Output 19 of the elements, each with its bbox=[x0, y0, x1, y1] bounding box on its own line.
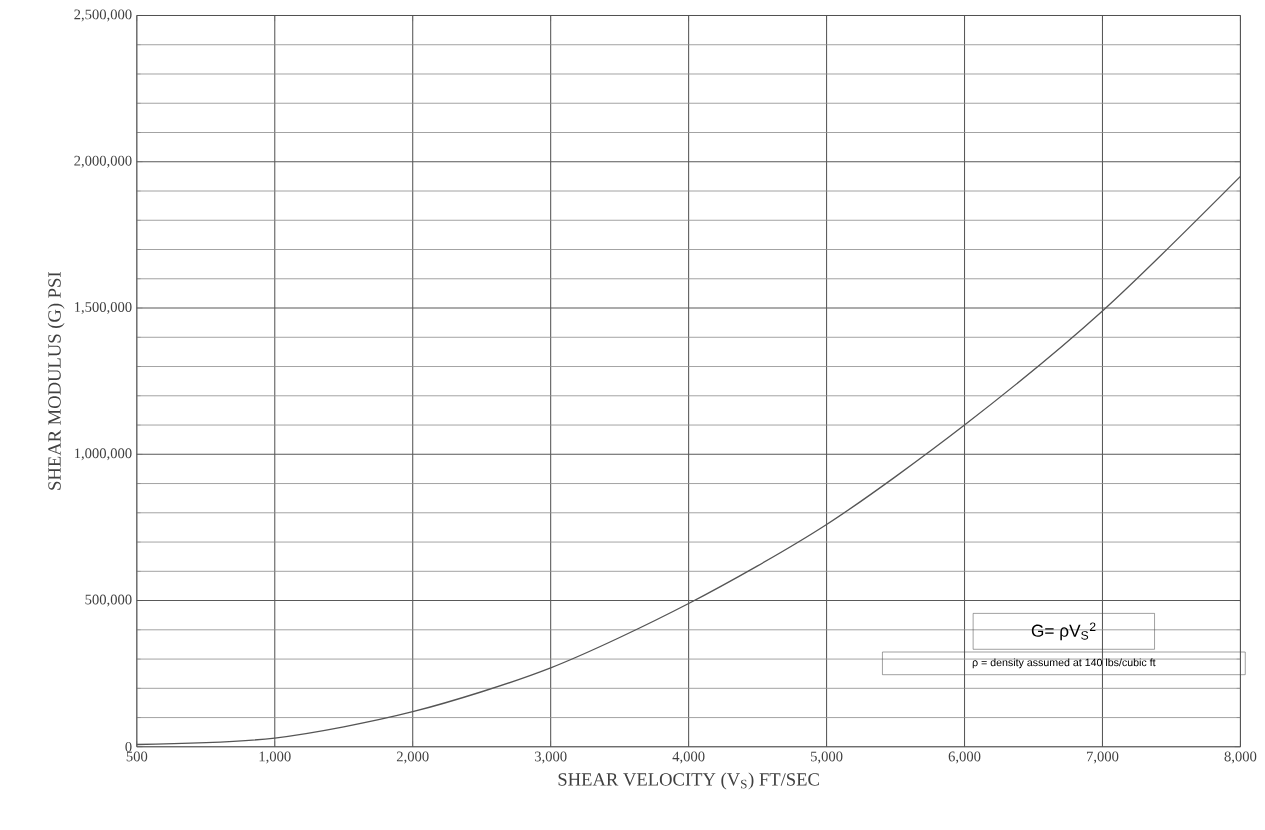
x-tick-label: 6,000 bbox=[948, 751, 981, 764]
y-tick-label: 2,000,000 bbox=[74, 155, 132, 168]
y-tick-label: 1,500,000 bbox=[74, 302, 132, 315]
x-tick-label: 7,000 bbox=[1086, 751, 1119, 764]
y-tick-label: 0 bbox=[125, 741, 132, 752]
annotation: ρ = density assumed at 140 lbs/cubic ft bbox=[972, 658, 1156, 669]
y-tick-label: 2,500,000 bbox=[74, 9, 132, 22]
annotation: G= ρV$_{S}$2 bbox=[1031, 622, 1096, 641]
y-tick-label: 500,000 bbox=[85, 594, 132, 607]
x-tick-label: 2,000 bbox=[396, 751, 429, 764]
x-tick-label: 8,000 bbox=[1224, 751, 1257, 764]
x-tick-label: 4,000 bbox=[672, 751, 705, 764]
x-tick-label: 1,000 bbox=[259, 751, 291, 764]
y-tick-label: 1,000,000 bbox=[74, 448, 132, 461]
x-axis-title: SHEAR VELOCITY (V$_{S}$) FT/SEC bbox=[558, 772, 819, 790]
y-axis-title: SHEAR MODULUS (G) PSI bbox=[47, 272, 65, 490]
x-tick-label: 500 bbox=[126, 751, 148, 762]
x-tick-label: 5,000 bbox=[810, 751, 843, 764]
x-tick-label: 3,000 bbox=[534, 751, 567, 764]
